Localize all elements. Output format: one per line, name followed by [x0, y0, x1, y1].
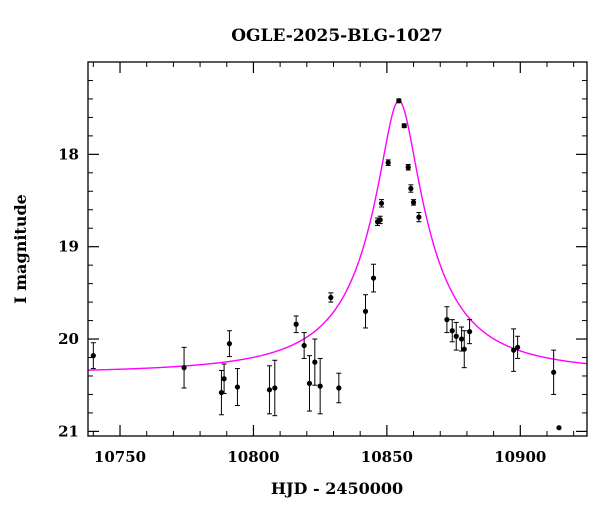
point-marker — [272, 385, 278, 391]
y-tick-label: 18 — [58, 145, 79, 163]
data-point — [377, 215, 383, 225]
point-marker — [181, 365, 187, 371]
data-point — [90, 342, 96, 370]
point-marker — [312, 359, 318, 365]
data-point — [272, 359, 278, 417]
data-point — [416, 212, 422, 223]
data-point — [317, 357, 323, 415]
y-axis-label: I magnitude — [11, 194, 30, 304]
data-points-group — [90, 98, 562, 431]
x-tick-label: 10800 — [227, 448, 279, 466]
data-point — [336, 372, 342, 404]
data-point — [234, 368, 241, 407]
point-marker — [458, 336, 465, 342]
point-marker — [551, 369, 557, 375]
data-point — [362, 294, 369, 329]
chart-title: OGLE-2025-BLG-1027 — [231, 26, 443, 46]
x-tick-label: 10900 — [494, 448, 546, 466]
point-marker — [336, 385, 342, 391]
data-point — [449, 319, 455, 343]
data-point — [405, 164, 411, 171]
data-point — [408, 184, 414, 193]
data-point — [444, 306, 450, 334]
point-marker — [378, 200, 385, 206]
point-marker — [301, 342, 307, 349]
point-marker — [90, 353, 96, 359]
point-marker — [218, 389, 225, 396]
plot-frame — [87, 61, 588, 437]
point-marker — [449, 328, 455, 334]
model-curve — [87, 100, 588, 371]
point-marker — [515, 344, 521, 350]
point-marker — [453, 333, 459, 339]
data-point — [221, 363, 227, 395]
axis-ticks: 10750 10800 10850 10900 18 19 20 21 — [58, 61, 587, 466]
y-tick-label: 19 — [58, 238, 79, 256]
data-point — [461, 330, 467, 369]
point-marker — [461, 346, 467, 352]
point-marker — [317, 383, 323, 389]
point-marker — [416, 214, 422, 220]
point-marker — [444, 317, 450, 323]
x-axis-label: HJD - 2450000 — [271, 479, 403, 498]
y-tick-label: 21 — [58, 422, 79, 440]
y-tick-label: 20 — [58, 330, 79, 348]
point-marker — [370, 275, 377, 281]
point-marker — [293, 321, 299, 327]
point-marker — [410, 199, 417, 205]
data-point — [378, 199, 385, 208]
point-marker — [396, 98, 402, 104]
point-marker — [234, 384, 241, 390]
data-point — [306, 355, 313, 412]
point-marker — [408, 185, 414, 192]
data-point — [511, 328, 517, 372]
data-point — [401, 123, 407, 129]
data-point — [370, 263, 377, 293]
data-point — [515, 335, 521, 359]
data-point — [312, 338, 318, 386]
point-marker — [226, 341, 233, 347]
data-point — [410, 199, 417, 206]
point-marker — [362, 308, 369, 314]
point-marker — [511, 347, 517, 353]
point-marker — [405, 164, 411, 170]
data-point — [226, 330, 233, 358]
data-point — [385, 159, 391, 166]
data-point — [556, 425, 562, 431]
point-marker — [266, 387, 273, 393]
point-marker — [466, 329, 473, 335]
data-point — [266, 365, 273, 415]
point-marker — [377, 217, 383, 223]
point-marker — [306, 380, 313, 386]
data-point — [453, 321, 459, 351]
data-point — [301, 332, 307, 359]
point-marker — [385, 160, 391, 166]
x-tick-label: 10750 — [94, 448, 146, 466]
data-point — [466, 319, 473, 345]
point-marker — [401, 123, 407, 129]
data-point — [181, 346, 187, 389]
data-point — [293, 315, 299, 334]
data-point — [328, 292, 334, 303]
data-point — [396, 98, 402, 104]
point-marker — [221, 376, 227, 382]
data-point — [551, 349, 557, 395]
point-marker — [328, 294, 334, 301]
point-marker — [556, 425, 562, 431]
model-curve-group — [87, 100, 588, 371]
x-tick-label: 10850 — [361, 448, 413, 466]
